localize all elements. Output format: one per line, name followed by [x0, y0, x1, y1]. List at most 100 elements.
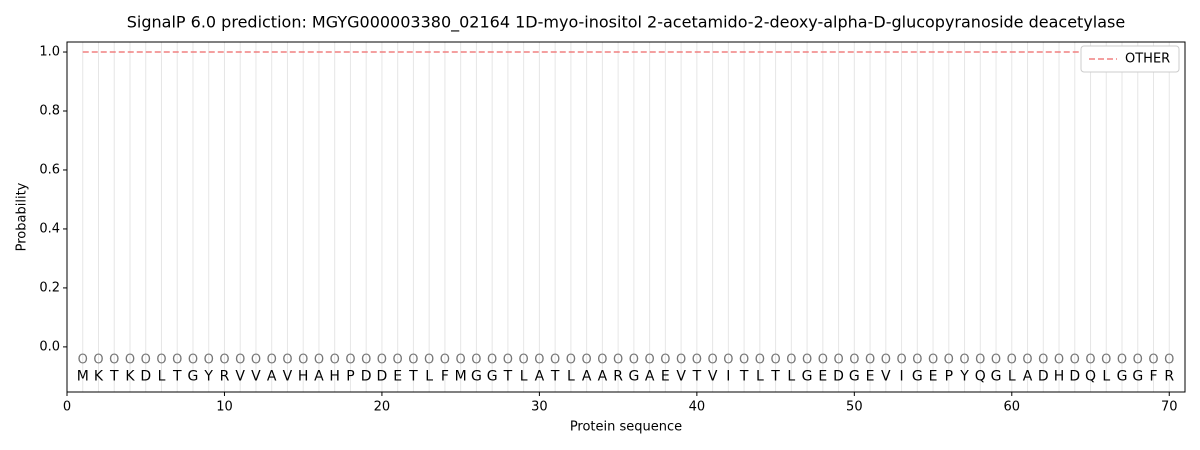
- residue-label: T: [770, 368, 780, 384]
- annotation-label: O: [723, 353, 733, 368]
- annotation-label: O: [204, 353, 214, 368]
- residue-label: L: [567, 368, 575, 384]
- annotation-label: O: [582, 353, 592, 368]
- annotation-label: O: [424, 353, 434, 368]
- residue-label: V: [283, 368, 293, 384]
- annotation-label: O: [519, 353, 529, 368]
- residue-label: G: [628, 368, 639, 384]
- residue-label: T: [692, 368, 702, 384]
- y-tick-label: 0.6: [39, 162, 60, 177]
- annotation-label: O: [1085, 353, 1095, 368]
- annotation-label: O: [1133, 353, 1143, 368]
- residue-label: P: [346, 368, 354, 384]
- annotation-label: O: [991, 353, 1001, 368]
- residue-label: G: [849, 368, 860, 384]
- residue-label: G: [188, 368, 199, 384]
- residue-label: L: [1008, 368, 1016, 384]
- residue-label: T: [172, 368, 182, 384]
- residue-label: D: [1069, 368, 1080, 384]
- annotation-label: O: [188, 353, 198, 368]
- residue-label: E: [661, 368, 670, 384]
- residue-label: Y: [959, 368, 969, 384]
- residue-label: F: [441, 368, 449, 384]
- y-tick-label: 0.8: [39, 103, 60, 118]
- annotation-label: O: [1164, 353, 1174, 368]
- annotation-label: O: [1022, 353, 1032, 368]
- annotation-label: O: [267, 353, 277, 368]
- annotation-label: O: [975, 353, 985, 368]
- residue-label: V: [708, 368, 718, 384]
- annotation-label: O: [660, 353, 670, 368]
- annotation-label: O: [408, 353, 418, 368]
- x-tick-label: 10: [216, 400, 233, 415]
- annotation-label: O: [786, 353, 796, 368]
- residue-label: T: [503, 368, 513, 384]
- annotation-label: O: [645, 353, 655, 368]
- annotation-label: O: [1038, 353, 1048, 368]
- annotation-label: O: [361, 353, 371, 368]
- residue-label: L: [787, 368, 795, 384]
- residue-label: A: [1023, 368, 1033, 384]
- x-tick-label: 20: [374, 400, 391, 415]
- legend-box: [1080, 45, 1180, 73]
- annotation-label: O: [503, 353, 513, 368]
- annotation-label: O: [298, 353, 308, 368]
- annotation-label: O: [692, 353, 702, 368]
- annotation-label: O: [865, 353, 875, 368]
- annotation-label: O: [251, 353, 261, 368]
- residue-label: H: [1054, 368, 1065, 384]
- residue-label: P: [945, 368, 953, 384]
- residue-label: L: [520, 368, 528, 384]
- x-tick-label: 0: [63, 400, 71, 415]
- residue-label: D: [361, 368, 372, 384]
- annotation-label: O: [141, 353, 151, 368]
- annotation-label: O: [440, 353, 450, 368]
- annotation-label: O: [487, 353, 497, 368]
- residue-label: G: [1132, 368, 1143, 384]
- annotation-label: O: [833, 353, 843, 368]
- annotation-label: O: [896, 353, 906, 368]
- residue-label: V: [251, 368, 261, 384]
- annotation-label: O: [314, 353, 324, 368]
- x-tick-label: 50: [846, 400, 863, 415]
- annotation-label: O: [566, 353, 576, 368]
- annotation-label: O: [78, 353, 88, 368]
- residue-label: D: [140, 368, 151, 384]
- annotation-label: O: [912, 353, 922, 368]
- x-tick-label: 40: [689, 400, 706, 415]
- annotation-label: O: [156, 353, 166, 368]
- residue-label: A: [582, 368, 592, 384]
- residue-label: V: [881, 368, 891, 384]
- residue-label: K: [94, 368, 104, 384]
- x-tick-label: 30: [531, 400, 548, 415]
- residue-label: G: [991, 368, 1002, 384]
- residue-label: L: [1102, 368, 1110, 384]
- residue-label: L: [756, 368, 764, 384]
- residue-label: K: [125, 368, 135, 384]
- annotation-label: O: [928, 353, 938, 368]
- annotation-label: O: [109, 353, 119, 368]
- residue-label: D: [377, 368, 388, 384]
- residue-label: V: [235, 368, 245, 384]
- x-tick-label: 70: [1161, 400, 1178, 415]
- annotation-label: O: [1101, 353, 1111, 368]
- annotation-label: O: [377, 353, 387, 368]
- x-axis-label: Protein sequence: [570, 420, 682, 435]
- residue-label: A: [645, 368, 655, 384]
- annotation-label: O: [818, 353, 828, 368]
- residue-label: R: [1164, 368, 1174, 384]
- annotation-label: O: [739, 353, 749, 368]
- residue-label: E: [818, 368, 827, 384]
- y-tick-label: 0.4: [39, 221, 60, 236]
- annotation-label: O: [881, 353, 891, 368]
- annotation-label: O: [471, 353, 481, 368]
- annotation-label: O: [755, 353, 765, 368]
- residue-label: E: [929, 368, 938, 384]
- legend-label: OTHER: [1125, 52, 1170, 67]
- annotation-label: O: [172, 353, 182, 368]
- residue-label: I: [899, 368, 903, 384]
- y-tick-label: 1.0: [39, 45, 60, 60]
- residue-label: H: [329, 368, 340, 384]
- annotation-label: O: [93, 353, 103, 368]
